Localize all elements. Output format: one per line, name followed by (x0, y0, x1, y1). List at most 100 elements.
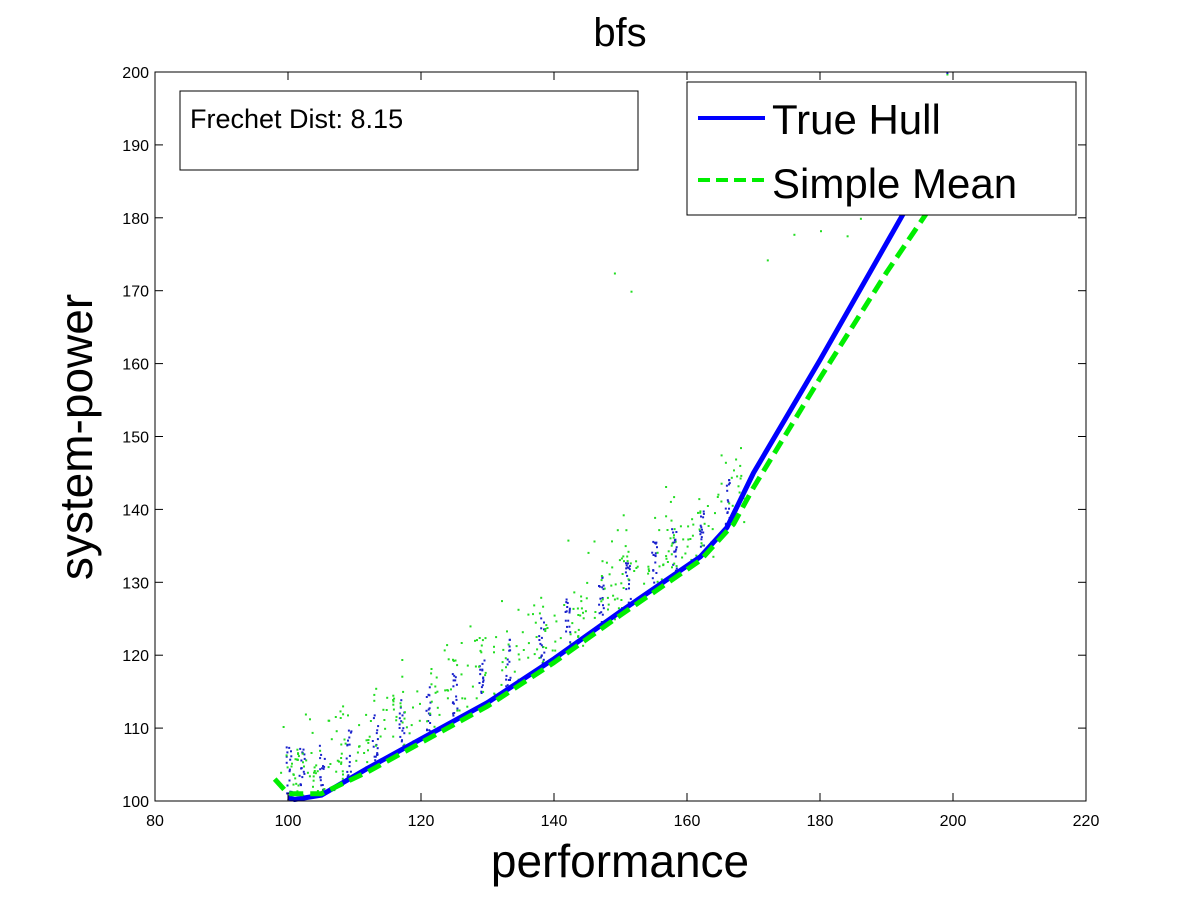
scatter-point (568, 625, 571, 628)
legend-label-true-hull: True Hull (772, 96, 941, 143)
scatter-point (635, 567, 638, 569)
annotation-text: Frechet Dist: 8.15 (190, 104, 403, 134)
scatter-point (474, 665, 477, 668)
scatter-point (312, 785, 314, 788)
annotation-frame (179, 90, 639, 171)
scatter-point (312, 775, 315, 778)
scatter-point (382, 708, 385, 711)
scatter-point (506, 658, 509, 661)
scatter-point (544, 628, 547, 630)
scatter-point (347, 714, 349, 717)
scatter-point (430, 683, 433, 686)
scatter-point (335, 770, 338, 773)
scatter-point (460, 673, 463, 676)
scatter-point (611, 566, 614, 569)
scatter-point (434, 691, 437, 694)
scatter-point (372, 745, 375, 748)
scatter-point (453, 674, 456, 677)
scatter-point (687, 538, 690, 541)
scatter-point (322, 767, 325, 770)
scatter-point (711, 528, 714, 531)
scatter-point (451, 701, 454, 704)
y-tick-label: 170 (122, 284, 149, 301)
scatter-point (501, 600, 503, 603)
scatter-point (686, 545, 689, 548)
scatter-point (373, 755, 376, 758)
scatter-point (672, 563, 675, 566)
scatter-point (673, 562, 676, 565)
scatter-point (339, 717, 342, 719)
scatter-point (542, 646, 545, 648)
scatter-point (395, 715, 398, 718)
scatter-point (506, 630, 508, 633)
scatter-point (339, 710, 342, 713)
series-line-true-hull (287, 136, 949, 802)
scatter-point (602, 604, 604, 607)
scatter-point (367, 739, 370, 741)
scatter-point (626, 566, 629, 569)
scatter-point (538, 657, 541, 659)
scatter-point (505, 685, 508, 688)
scatter-point (577, 635, 580, 638)
scatter-point (691, 518, 694, 521)
scatter-point (670, 519, 673, 522)
scatter-point (533, 604, 536, 607)
scatter-point (700, 515, 702, 518)
y-tick-label: 180 (122, 211, 149, 228)
scatter-point (418, 719, 421, 722)
scatter-point (584, 610, 587, 613)
scatter-point (319, 768, 322, 771)
scatter-point (727, 483, 730, 486)
scatter-point (402, 727, 405, 730)
scatter-point (793, 233, 796, 236)
scatter-point (452, 658, 454, 661)
scatter-point (580, 607, 583, 610)
scatter-point (669, 500, 672, 503)
scatter-point (302, 761, 304, 764)
scatter-point (700, 538, 703, 541)
scatter-point (627, 566, 630, 569)
scatter-point (567, 539, 570, 542)
scatter-point (309, 718, 311, 721)
scatter-point (660, 578, 663, 581)
scatter-point (672, 536, 675, 539)
scatter-point (702, 544, 705, 547)
scatter-point (322, 765, 324, 768)
scatter-point (698, 498, 701, 501)
scatter-point (286, 766, 289, 769)
scatter-point (348, 743, 351, 746)
scatter-point (427, 712, 430, 715)
scatter-point (447, 658, 450, 661)
scatter-point (614, 583, 617, 586)
x-tick-label: 180 (807, 813, 834, 830)
axis-ticks: 80 100 120 140 160 180 200 220 100 110 120 130 140 15… (122, 65, 1099, 830)
scatter-point (726, 489, 729, 492)
scatter-point (425, 696, 428, 698)
scatter-point (730, 476, 733, 479)
scatter-point (285, 746, 288, 749)
scatter-point (479, 649, 482, 652)
scatter-point (436, 690, 439, 693)
scatter-point (478, 682, 481, 684)
scatter-point (310, 752, 313, 754)
scatter-point (480, 644, 483, 647)
y-tick-label: 190 (122, 138, 149, 155)
scatter-point (527, 642, 530, 645)
series-lines (272, 136, 956, 802)
scatter-point (319, 779, 322, 782)
scatter-point (329, 763, 332, 765)
scatter-point (518, 658, 521, 661)
scatter-point (482, 676, 485, 679)
scatter-point (515, 645, 518, 648)
scatter-point (290, 755, 293, 758)
scatter-point (724, 522, 727, 525)
scatter-point (398, 712, 401, 715)
scatter-point (576, 607, 579, 610)
scatter-point (647, 565, 650, 568)
scatter-point (446, 644, 449, 647)
scatter-point (484, 674, 487, 677)
scatter-point (285, 754, 288, 757)
scatter-point (569, 641, 572, 644)
scatter-point (859, 217, 862, 220)
scatter-point (401, 721, 404, 724)
